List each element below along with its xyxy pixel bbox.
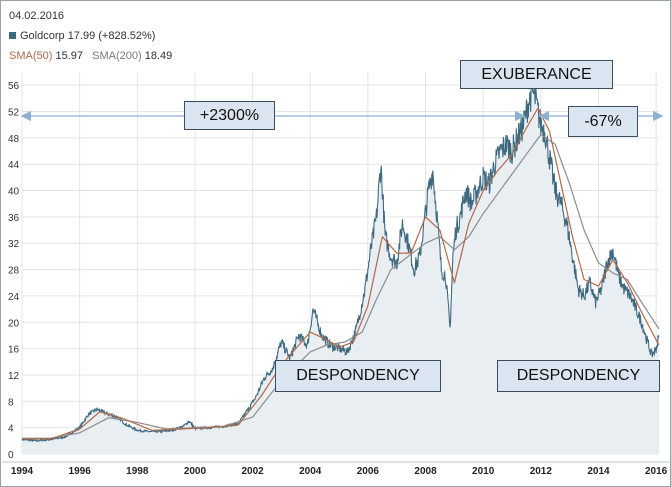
sma50-label: SMA(50): [9, 50, 53, 62]
despondency-annotation-1: DESPONDENCY: [275, 360, 441, 392]
x-tick-label: 1994: [11, 466, 34, 477]
x-tick-label: 2014: [587, 466, 610, 477]
date-label: 04.02.2016: [9, 10, 65, 22]
sma50-line: [22, 107, 660, 440]
price-line: [21, 78, 660, 443]
y-tick-label: 4: [8, 424, 14, 435]
y-tick-label: 40: [8, 187, 20, 198]
loss-annotation: -67%: [568, 106, 638, 137]
price-area: [22, 79, 659, 455]
y-tick-label: 56: [8, 81, 20, 92]
x-tick-label: 2006: [357, 466, 380, 477]
x-tick-label: 2016: [645, 466, 668, 477]
y-tick-label: 48: [8, 134, 20, 145]
x-tick-label: 2004: [299, 466, 322, 477]
y-tick-label: 24: [8, 292, 20, 303]
y-tick-label: 36: [8, 213, 20, 224]
despondency-annotation-2: DESPONDENCY: [497, 360, 660, 392]
gain-annotation: +2300%: [184, 101, 275, 130]
y-tick-label: 12: [8, 371, 20, 382]
sma200-line: [22, 134, 660, 439]
y-tick-label: 0: [8, 450, 14, 461]
y-tick-label: 20: [8, 318, 20, 329]
y-tick-label: 52: [8, 108, 20, 119]
ticker-label: Goldcorp 17.99 (+828.52%): [20, 30, 156, 42]
sma50-value: 15.97: [55, 50, 83, 62]
x-tick-label: 2012: [530, 466, 553, 477]
sma200-label: SMA(200): [92, 50, 142, 62]
x-tick-label: 1998: [126, 466, 149, 477]
y-tick-label: 16: [8, 345, 20, 356]
x-tick-label: 2008: [414, 466, 437, 477]
x-tick-label: 2002: [241, 466, 264, 477]
exuberance-annotation: EXUBERANCE: [460, 60, 613, 89]
y-tick-label: 8: [8, 397, 14, 408]
y-tick-label: 32: [8, 239, 20, 250]
y-tick-label: 44: [8, 160, 20, 171]
y-tick-label: 28: [8, 266, 20, 277]
sma-legend: SMA(50) 15.97 SMA(200) 18.49: [9, 50, 172, 62]
series-swatch: [9, 32, 16, 39]
sma200-value: 18.49: [144, 50, 173, 62]
x-tick-label: 2000: [184, 466, 207, 477]
x-tick-label: 1996: [69, 466, 92, 477]
ticker-legend: Goldcorp 17.99 (+828.52%): [9, 30, 155, 42]
x-tick-label: 2010: [472, 466, 495, 477]
